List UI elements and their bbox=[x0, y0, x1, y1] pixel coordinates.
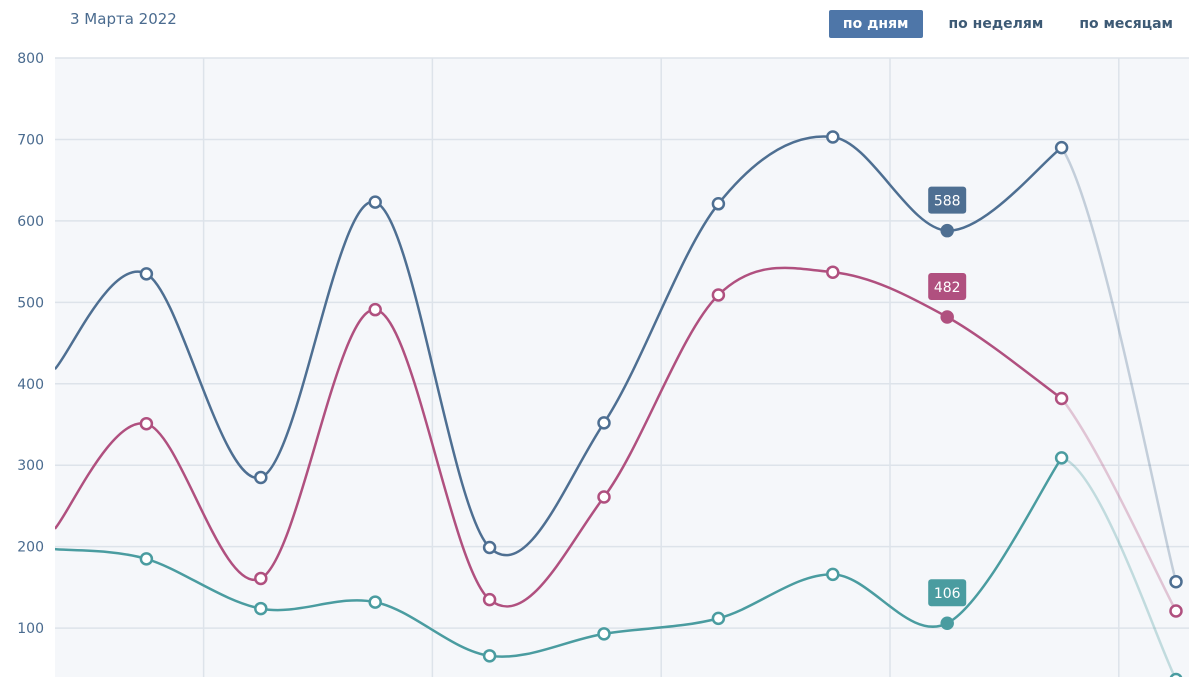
series-2-point-9 bbox=[1054, 451, 1069, 465]
series-1-point-7 bbox=[826, 265, 840, 279]
series-1-point-8 bbox=[940, 310, 954, 324]
series-2-point-1 bbox=[139, 552, 154, 566]
y-tick-label-800: 800 bbox=[17, 51, 44, 67]
series-0-point-4 bbox=[482, 540, 497, 555]
series-1-point-4 bbox=[482, 592, 497, 607]
series-1-value-label-box bbox=[928, 273, 967, 301]
series-1-point-5 bbox=[597, 490, 611, 504]
series-0-point-9 bbox=[1054, 140, 1069, 155]
series-2-value-label-box bbox=[928, 579, 967, 607]
period-switch: по дням по неделям по месяцам bbox=[813, 10, 1183, 38]
series-2-point-5 bbox=[597, 627, 611, 641]
y-tick-label-600: 600 bbox=[17, 214, 44, 230]
plot-background bbox=[55, 58, 1189, 677]
series-1-point-9 bbox=[1054, 391, 1069, 406]
series-2-line bbox=[55, 457, 1063, 658]
series-2 bbox=[55, 451, 1183, 677]
series-0-value-label-box bbox=[928, 186, 967, 214]
series-1-point-10 bbox=[1169, 604, 1183, 618]
y-tick-label-200: 200 bbox=[17, 540, 44, 556]
y-tick-label-100: 100 bbox=[17, 621, 44, 637]
series-0-point-6 bbox=[711, 197, 726, 211]
series-0-tail bbox=[1060, 146, 1178, 583]
series-2-point-3 bbox=[368, 595, 382, 609]
series-1-point-6 bbox=[711, 288, 726, 302]
series-0-point-3 bbox=[368, 195, 382, 209]
series-1-value-label: 482 bbox=[934, 280, 961, 296]
series-1-point-3 bbox=[368, 302, 382, 317]
period-days-button[interactable]: по дням bbox=[828, 10, 923, 38]
y-tick-label-300: 300 bbox=[17, 458, 44, 474]
series-0-point-5 bbox=[597, 416, 611, 430]
y-tick-label-500: 500 bbox=[17, 295, 44, 311]
period-weeks-button[interactable]: по неделям bbox=[948, 16, 1044, 32]
series-0-line bbox=[55, 135, 1063, 557]
series-1-point-2 bbox=[254, 571, 268, 586]
chart-date: 3 Марта 2022 bbox=[70, 10, 177, 28]
series-1-tail bbox=[1060, 397, 1178, 612]
y-tick-label-700: 700 bbox=[17, 132, 44, 148]
series-2-point-4 bbox=[482, 649, 497, 663]
series-0-point-1 bbox=[139, 267, 154, 281]
y-tick-label-400: 400 bbox=[17, 377, 44, 393]
series-2-point-10 bbox=[1169, 672, 1183, 677]
series-2-point-7 bbox=[826, 567, 840, 582]
series-0-point-7 bbox=[826, 130, 840, 144]
series-2-point-6 bbox=[711, 611, 726, 626]
series-0-point-10 bbox=[1169, 574, 1183, 589]
series-2-tail bbox=[1061, 456, 1177, 677]
series-0-value-label: 588 bbox=[934, 194, 961, 210]
period-months-button[interactable]: по месяцам bbox=[1079, 16, 1173, 32]
series-0 bbox=[55, 130, 1183, 589]
series-2-point-2 bbox=[254, 601, 268, 616]
series-1-point-1 bbox=[139, 416, 154, 431]
series-2-value-label: 106 bbox=[934, 586, 961, 602]
series-2-point-8 bbox=[940, 616, 954, 630]
series-1 bbox=[55, 265, 1183, 618]
series-0-point-2 bbox=[254, 470, 268, 485]
series-0-point-8 bbox=[940, 223, 954, 238]
